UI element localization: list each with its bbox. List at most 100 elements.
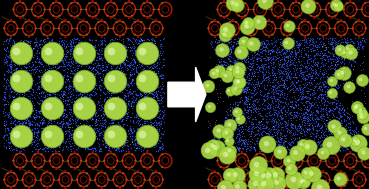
Point (322, 92, 328, 95)
Point (23, 67, 29, 70)
Point (226, 136, 232, 139)
Point (96, 64, 101, 67)
Point (66, 97, 72, 100)
Point (138, 76, 144, 79)
Point (250, 101, 256, 104)
Point (49, 90, 55, 93)
Point (18, 74, 24, 77)
Point (304, 117, 310, 120)
Point (84, 58, 90, 61)
Point (79, 136, 85, 139)
Point (218, 140, 224, 143)
Point (22, 55, 28, 58)
Point (134, 146, 139, 149)
Point (32, 38, 38, 41)
Point (82, 107, 88, 110)
Point (20, 139, 26, 142)
Point (36, 110, 42, 113)
Point (73, 121, 79, 124)
Point (295, 60, 301, 63)
Point (243, 148, 249, 151)
Point (13, 49, 19, 52)
Point (36, 69, 42, 72)
Point (11, 102, 17, 105)
Point (98, 130, 104, 133)
Point (327, 43, 333, 46)
Point (90, 88, 96, 91)
Point (269, 98, 275, 101)
Point (283, 78, 289, 81)
Point (62, 102, 68, 105)
Point (127, 48, 133, 51)
Point (345, 121, 351, 124)
Point (159, 109, 165, 112)
Point (297, 69, 303, 72)
Point (299, 87, 304, 90)
Point (344, 146, 350, 149)
Point (100, 90, 106, 93)
Point (139, 65, 145, 68)
Point (7, 141, 13, 144)
Point (269, 106, 275, 109)
Point (158, 76, 164, 79)
Point (265, 58, 271, 61)
Point (261, 145, 267, 148)
Point (89, 116, 95, 119)
Point (38, 45, 44, 48)
Point (303, 121, 308, 124)
Point (307, 128, 313, 131)
Point (238, 143, 244, 146)
Point (68, 94, 74, 98)
Point (141, 114, 147, 117)
Point (113, 67, 119, 70)
Point (147, 56, 153, 59)
Point (140, 59, 146, 62)
Point (139, 143, 145, 146)
Point (301, 83, 307, 86)
Point (137, 36, 143, 39)
Point (26, 122, 32, 125)
Point (130, 119, 136, 122)
Point (334, 95, 340, 98)
Point (313, 40, 318, 43)
Point (303, 150, 309, 153)
Point (46, 111, 52, 114)
Point (31, 46, 37, 50)
Point (342, 149, 348, 152)
Point (306, 90, 311, 93)
Point (4, 100, 10, 103)
Point (139, 39, 145, 42)
Point (117, 102, 123, 105)
Point (344, 128, 350, 131)
Point (12, 90, 18, 93)
Point (283, 75, 289, 78)
Point (52, 95, 58, 98)
Circle shape (58, 179, 59, 180)
Point (1, 103, 7, 106)
Circle shape (86, 173, 87, 174)
Point (268, 59, 273, 62)
Point (238, 88, 244, 91)
Point (138, 56, 144, 59)
Point (149, 90, 155, 93)
Point (241, 88, 246, 91)
Point (148, 124, 154, 127)
Point (40, 73, 46, 76)
Point (347, 90, 353, 93)
Point (273, 103, 279, 106)
Point (96, 149, 101, 153)
Point (106, 51, 112, 54)
Point (112, 36, 118, 40)
Point (144, 64, 150, 67)
Point (47, 51, 53, 54)
Point (310, 119, 316, 122)
Point (324, 96, 330, 99)
Point (230, 45, 235, 48)
Point (150, 121, 156, 124)
Point (69, 125, 75, 128)
Point (153, 121, 159, 124)
Point (280, 48, 286, 51)
Point (267, 131, 273, 134)
Point (57, 125, 63, 128)
Point (319, 73, 325, 76)
